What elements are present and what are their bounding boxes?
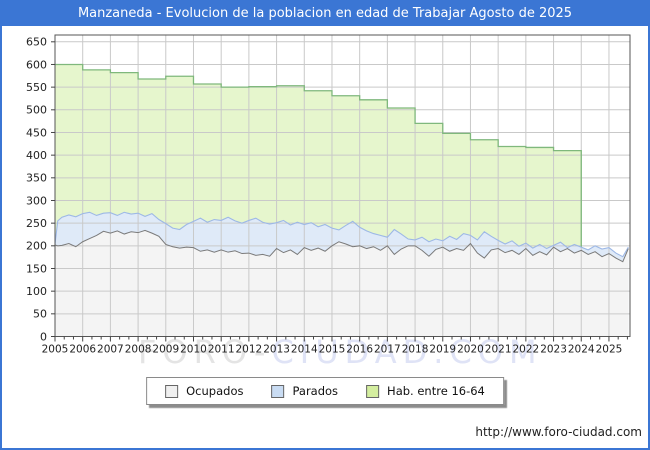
watermark: FORO-CIUDAD.COM — [138, 333, 543, 371]
x-tick-label: 2024 — [568, 344, 595, 356]
plot-grid — [55, 35, 630, 337]
x-tick-label: 2022 — [512, 344, 539, 356]
legend-swatch-parados — [271, 384, 285, 398]
x-tick-label: 2011 — [208, 344, 235, 356]
watermark-part1: FORO- — [138, 333, 272, 371]
y-axis-labels: 0 50 100 150 200 250 300 350 400 450 500 550 600 650 — [26, 36, 47, 344]
x-tick-label: 2020 — [457, 344, 484, 356]
plot-frame — [54, 34, 631, 337]
legend-label-ocupados: Ocupados — [186, 384, 244, 398]
x-tick-label: 2013 — [263, 344, 290, 356]
x-tick-label: 2019 — [429, 344, 456, 356]
y-tick-label: 0 — [40, 330, 47, 343]
title-bar: Manzaneda - Evolucion de la poblacion en… — [2, 2, 648, 26]
legend-swatch-hab — [366, 384, 380, 398]
y-tick-label: 650 — [26, 36, 47, 49]
y-tick-label: 150 — [26, 262, 47, 275]
legend-label-parados: Parados — [292, 384, 339, 398]
y-tick-label: 550 — [26, 81, 47, 94]
line-hab-16-64 — [55, 63, 582, 248]
x-axis-labels: 2005 2006 2007 2008 2009 2010 2011 2012 2013 2014… — [42, 344, 623, 356]
x-tick-label: 2017 — [374, 344, 401, 356]
y-tick-label: 50 — [33, 308, 47, 321]
y-tick-label: 100 — [26, 285, 47, 298]
y-tick-label: 300 — [26, 194, 47, 207]
x-tick-label: 2009 — [152, 344, 179, 356]
y-tick-label: 400 — [26, 149, 47, 162]
chart-title: Manzaneda - Evolucion de la poblacion en… — [77, 6, 573, 21]
line-ocupados — [54, 229, 629, 263]
chart-legend: Ocupados Parados Hab. entre 16-64 — [146, 377, 504, 405]
legend-item-parados: Parados — [271, 384, 338, 398]
y-tick-label: 350 — [26, 172, 47, 185]
x-tick-label: 2015 — [319, 344, 346, 356]
x-tick-label: 2018 — [402, 344, 429, 356]
x-tick-label: 2025 — [596, 344, 623, 356]
legend-label-hab: Hab. entre 16-64 — [387, 384, 485, 398]
x-tick-label: 2016 — [346, 344, 373, 356]
y-tick-label: 250 — [26, 217, 47, 230]
legend-item-ocupados: Ocupados — [165, 384, 243, 398]
x-tick-label: 2023 — [540, 344, 567, 356]
line-parados — [54, 211, 629, 258]
x-tick-label: 2005 — [42, 344, 69, 356]
y-tick-label: 200 — [26, 240, 47, 253]
x-tick-label: 2008 — [125, 344, 152, 356]
series-lines — [54, 63, 629, 263]
x-tick-label: 2021 — [485, 344, 512, 356]
watermark-part2: CIUDAD.COM — [271, 333, 543, 371]
area-ocupados — [55, 230, 629, 337]
x-tick-label: 2006 — [69, 344, 96, 356]
x-tick-label: 2007 — [97, 344, 124, 356]
legend-item-hab: Hab. entre 16-64 — [366, 384, 485, 398]
y-tick-label: 450 — [26, 126, 47, 139]
axis-ticks — [51, 41, 628, 342]
x-tick-label: 2014 — [291, 344, 318, 356]
y-tick-label: 500 — [26, 104, 47, 117]
footer-url-link[interactable]: http://www.foro-ciudad.com — [475, 425, 642, 439]
y-tick-label: 600 — [26, 58, 47, 71]
x-tick-label: 2012 — [236, 344, 263, 356]
legend-swatch-ocupados — [165, 384, 179, 398]
x-tick-label: 2010 — [180, 344, 207, 356]
